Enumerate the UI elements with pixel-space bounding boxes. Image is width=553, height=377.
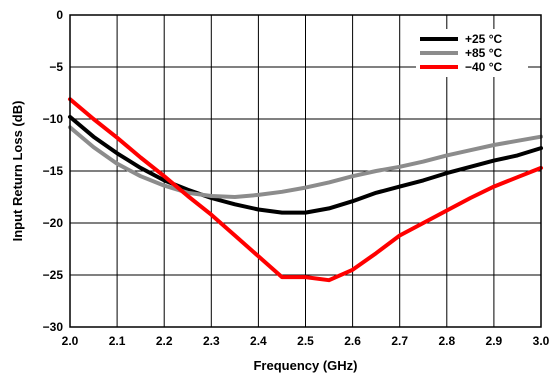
x-tick-label: 2.8	[438, 334, 455, 348]
plot-frame	[69, 14, 542, 328]
y-tick-label: −5	[49, 60, 63, 74]
x-tick-label: 2.3	[203, 334, 220, 348]
x-tick-label: 2.4	[250, 334, 267, 348]
y-tick-labels: 0 −5 −10 −15 −20 −25 −30	[43, 8, 64, 334]
legend: +25 °C+85 °C−40 °C	[416, 29, 528, 77]
x-tick-label: 3.0	[533, 334, 550, 348]
series-layer	[68, 97, 543, 283]
x-tick-label: 2.0	[62, 334, 79, 348]
y-tick-label: −30	[43, 320, 64, 334]
y-tick-label: −25	[43, 268, 64, 282]
x-tick-label: 2.7	[391, 334, 408, 348]
y-tick-label: −15	[43, 164, 64, 178]
y-axis-title: Input Return Loss (dB)	[10, 101, 25, 242]
series-line-0	[68, 114, 543, 215]
legend-label-2: −40 °C	[465, 60, 502, 74]
y-tick-label: −10	[43, 112, 64, 126]
x-tick-label: 2.5	[297, 334, 314, 348]
x-tick-label: 2.6	[344, 334, 361, 348]
x-tick-labels: 2.0 2.1 2.2 2.3 2.4 2.5 2.6 2.7 2.8 2.9 3.0	[62, 334, 550, 348]
legend-label-1: +85 °C	[465, 46, 502, 60]
y-tick-label: 0	[56, 8, 63, 22]
x-tick-label: 2.9	[486, 334, 503, 348]
series-line-1	[68, 125, 543, 199]
x-tick-label: 2.2	[156, 334, 173, 348]
legend-label-0: +25 °C	[465, 32, 502, 46]
x-tick-label: 2.1	[109, 334, 126, 348]
x-axis-title: Frequency (GHz)	[253, 358, 357, 373]
series-line-2	[68, 97, 543, 283]
y-tick-label: −20	[43, 216, 64, 230]
